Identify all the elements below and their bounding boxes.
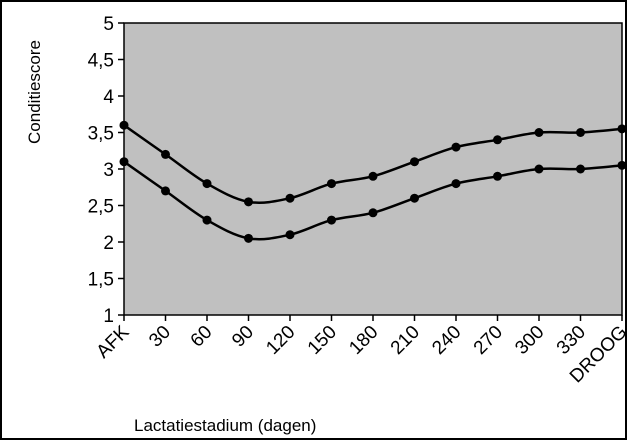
data-point bbox=[493, 135, 502, 145]
data-point bbox=[327, 179, 336, 189]
y-tick-label: 3 bbox=[103, 160, 114, 181]
data-point bbox=[161, 149, 170, 159]
x-tick-label: 270 bbox=[470, 322, 507, 359]
data-point bbox=[119, 120, 129, 130]
data-point bbox=[285, 230, 295, 240]
data-point bbox=[451, 179, 461, 189]
data-point bbox=[202, 215, 212, 225]
x-tick-label: 180 bbox=[345, 322, 382, 359]
data-point bbox=[410, 193, 419, 203]
data-point bbox=[368, 171, 378, 181]
y-tick-label: 4 bbox=[103, 87, 114, 108]
x-tick-label: 30 bbox=[145, 322, 175, 352]
data-point bbox=[244, 233, 253, 243]
data-point bbox=[285, 193, 295, 203]
data-point bbox=[327, 215, 336, 225]
y-tick-label: 3,5 bbox=[88, 124, 114, 145]
x-axis-title: Lactatiestadium (dagen) bbox=[134, 416, 316, 435]
y-tick-label: 4,5 bbox=[88, 51, 114, 72]
y-axis-title: Conditiescore bbox=[25, 40, 44, 144]
x-tick-label: 210 bbox=[387, 322, 424, 359]
x-tick-label: 120 bbox=[262, 322, 299, 359]
x-tick-label: 90 bbox=[228, 322, 258, 352]
x-tick-label: 60 bbox=[187, 322, 217, 352]
data-point bbox=[534, 128, 544, 137]
data-point bbox=[244, 197, 253, 207]
data-point bbox=[161, 186, 170, 196]
data-point bbox=[493, 171, 502, 181]
data-point bbox=[617, 124, 627, 134]
y-tick-label: 5 bbox=[103, 14, 114, 35]
x-tick-label: 300 bbox=[511, 322, 548, 359]
data-point bbox=[119, 157, 129, 167]
data-point bbox=[617, 160, 627, 170]
data-point bbox=[451, 142, 461, 152]
y-tick-label: 2 bbox=[103, 233, 114, 254]
y-tick-label: 2,5 bbox=[88, 197, 114, 218]
x-tick-label: 150 bbox=[304, 322, 341, 359]
data-point bbox=[534, 164, 544, 174]
data-point bbox=[576, 164, 585, 174]
series-group bbox=[119, 120, 627, 243]
data-point bbox=[202, 179, 212, 189]
y-tick-label: 1,5 bbox=[88, 270, 114, 291]
data-point bbox=[368, 208, 378, 218]
data-point bbox=[410, 157, 419, 167]
x-tick-label: AFK bbox=[93, 321, 134, 362]
x-tick-label: 240 bbox=[428, 322, 465, 359]
data-point bbox=[576, 128, 585, 137]
y-tick-label: 1 bbox=[103, 306, 114, 327]
y-axis: 1 1,5 2 2,5 3 3,5 4 4,5 5 bbox=[88, 14, 124, 327]
